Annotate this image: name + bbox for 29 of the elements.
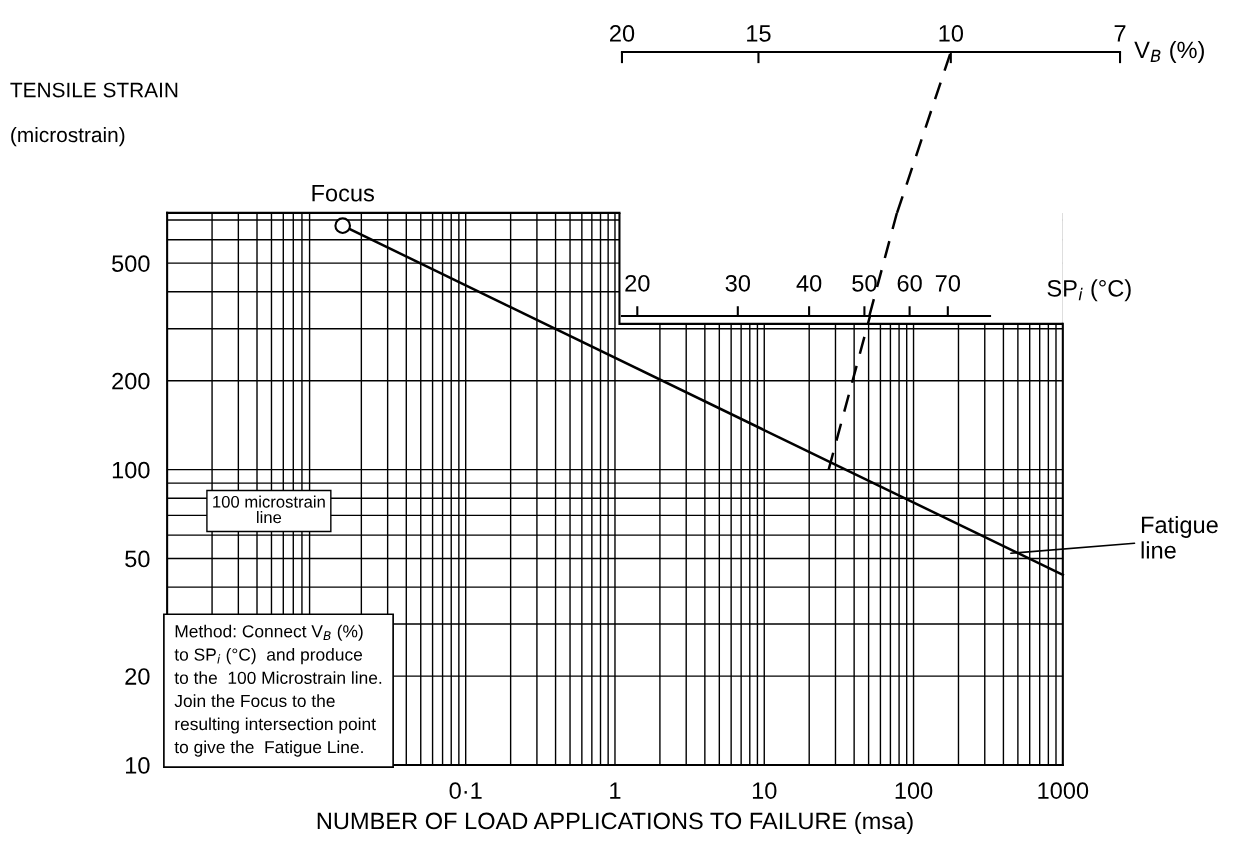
x-tick-label: 30 bbox=[725, 274, 751, 292]
annotation: Focus bbox=[312, 185, 374, 202]
x-tick-label: 20 bbox=[610, 25, 635, 42]
y-tick-label: 100 bbox=[112, 461, 150, 479]
text: TENSILE STRAIN (microstrain) bbox=[10, 82, 178, 147]
x-tick-label: 50 bbox=[852, 274, 877, 292]
x-tick-label: 10 bbox=[752, 782, 777, 799]
y-tick-label: 50 bbox=[125, 550, 150, 568]
y-tick-label: 500 bbox=[112, 255, 150, 272]
y-tick-label: 10 bbox=[126, 757, 150, 774]
x-axis-title: NUMBER OF LOAD APPLICATIONS TO FAILURE (msa) bbox=[317, 812, 913, 834]
x-tick-label: 0·1 bbox=[449, 782, 482, 799]
text: Method: Connect V$_{B}$ (%) to SP$_{i}$ (°C) and produce to the 100 Microstrain line. Join the Focus to the resulting intersection point to give the Fatigue Line. bbox=[174, 624, 382, 757]
annotation: 100 microstrain line bbox=[213, 495, 325, 524]
y-tick-label: 200 bbox=[112, 372, 150, 390]
x-tick-label: 70 bbox=[935, 274, 961, 292]
y-tick-label: 20 bbox=[125, 668, 150, 685]
x-tick-label: 15 bbox=[747, 25, 771, 42]
x-tick-label: 100 bbox=[895, 782, 933, 799]
x-axis-title: V$_{B}$ (%) bbox=[1134, 40, 1204, 63]
x-tick-label: 1 bbox=[610, 782, 621, 799]
x-tick-label: 1000 bbox=[1038, 782, 1089, 799]
x-tick-label: 60 bbox=[897, 274, 922, 292]
annotation: Fatigue line bbox=[1141, 515, 1218, 559]
x-tick-label: 20 bbox=[625, 274, 650, 292]
x-tick-label: 7 bbox=[1114, 25, 1126, 42]
x-axis-title: SP$_{i}$ (°C) bbox=[1047, 279, 1131, 302]
x-tick-label: 10 bbox=[939, 25, 964, 42]
x-tick-label: 40 bbox=[796, 274, 822, 292]
